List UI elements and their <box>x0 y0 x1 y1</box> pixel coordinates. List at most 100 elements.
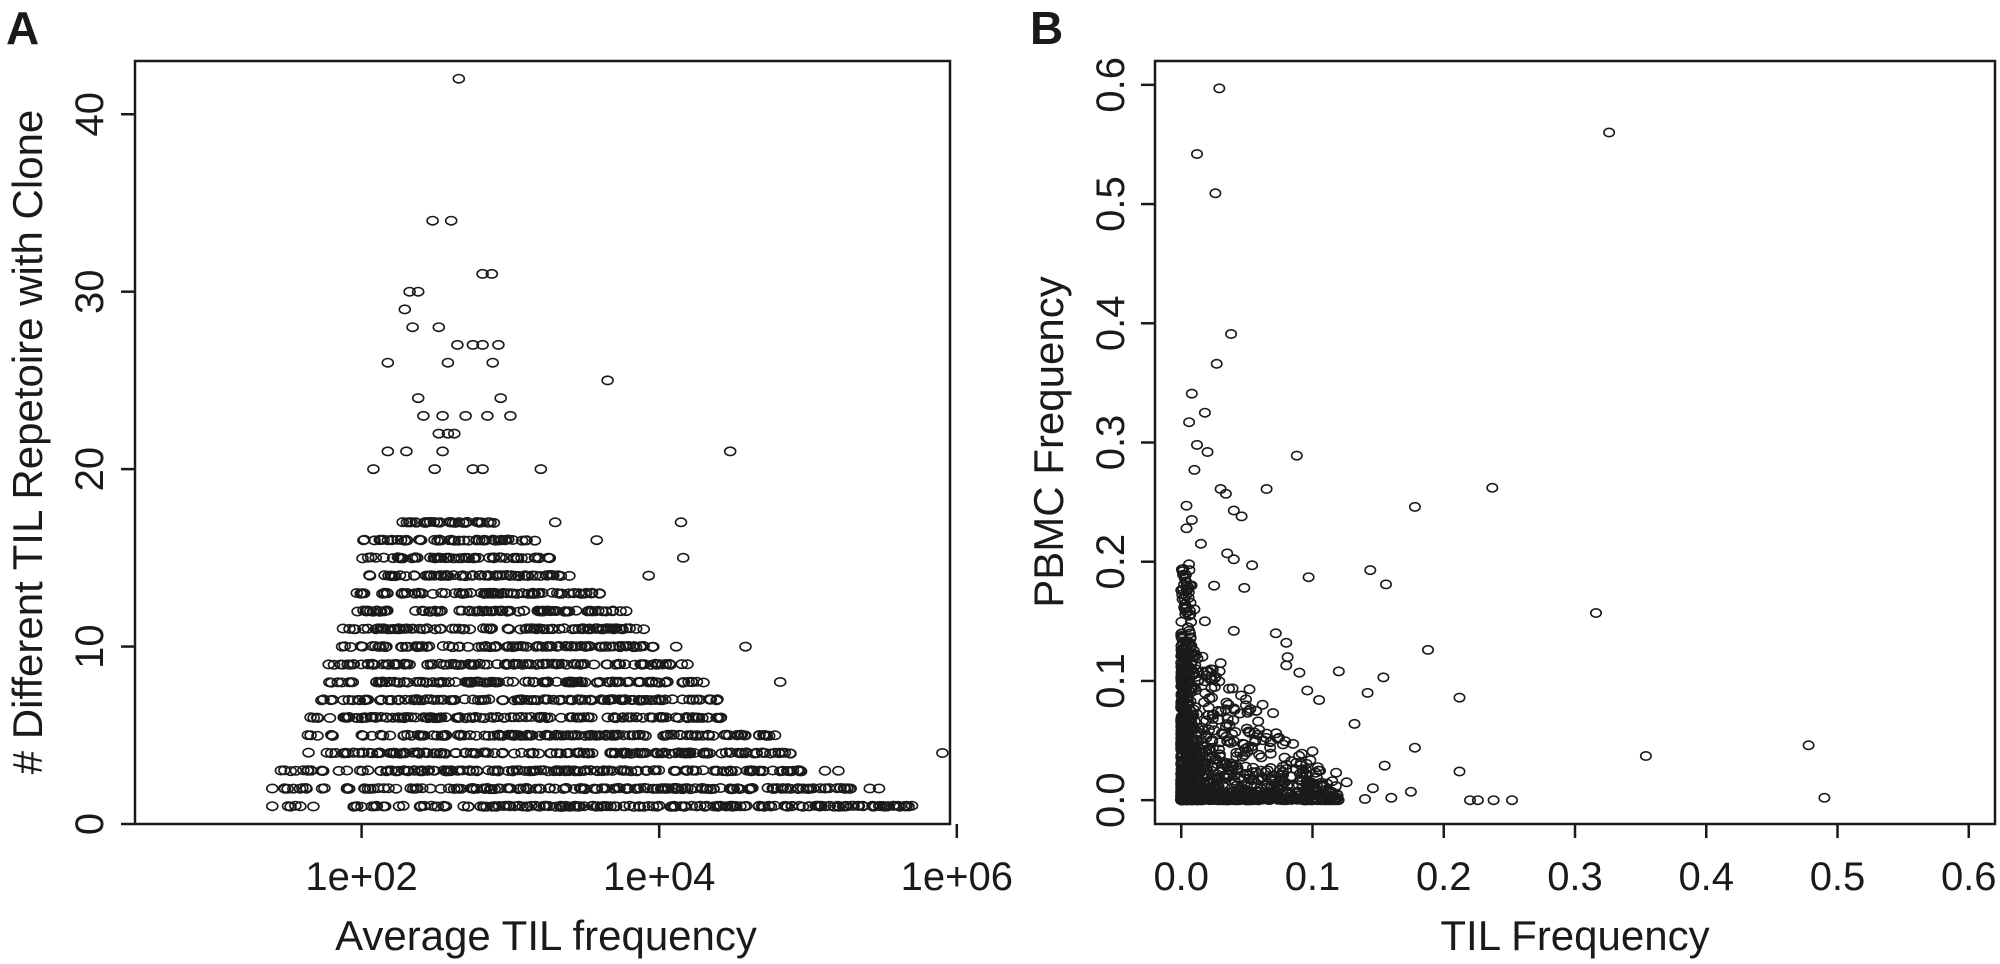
data-point <box>1266 773 1279 784</box>
data-point <box>381 357 395 368</box>
data-point <box>1191 439 1204 450</box>
data-point <box>1227 505 1240 516</box>
data-point <box>378 588 391 599</box>
data-point <box>442 677 456 688</box>
data-point <box>1280 637 1293 648</box>
data-point <box>497 712 511 723</box>
data-point <box>1330 767 1343 778</box>
data-point <box>409 783 423 794</box>
data-point <box>566 712 579 723</box>
data-point <box>420 748 434 759</box>
data-point <box>473 570 487 581</box>
data-point <box>1310 772 1323 783</box>
data-point <box>493 552 506 563</box>
data-point <box>1299 769 1312 780</box>
data-point <box>528 694 542 705</box>
data-point <box>832 765 845 776</box>
data-point <box>481 410 494 421</box>
data-point <box>447 428 461 439</box>
data-point <box>578 694 592 705</box>
data-point <box>1188 604 1201 615</box>
data-point <box>791 783 805 794</box>
data-point <box>533 623 546 634</box>
panel-a-plot-frame <box>133 59 952 826</box>
data-point <box>1179 636 1192 647</box>
data-point <box>444 215 458 226</box>
data-point <box>1217 765 1230 776</box>
data-point <box>530 765 543 776</box>
data-point <box>1198 407 1211 418</box>
data-point <box>561 641 574 652</box>
data-point <box>446 535 460 546</box>
data-point <box>399 623 412 634</box>
data-point <box>1182 736 1195 747</box>
data-point <box>506 676 520 687</box>
x-tick-label: 0.6 <box>1941 855 1997 899</box>
data-point <box>647 783 661 794</box>
data-point <box>656 659 669 670</box>
data-point <box>671 783 685 794</box>
data-point <box>616 712 630 723</box>
data-point <box>413 623 426 634</box>
data-point <box>1177 721 1190 732</box>
y-tick-label: 0.5 <box>1089 176 1133 232</box>
data-point <box>572 712 585 723</box>
data-point <box>537 800 551 811</box>
data-point <box>674 517 688 528</box>
data-point <box>476 339 489 350</box>
data-point <box>528 623 541 634</box>
data-point <box>595 641 609 652</box>
data-point <box>1191 737 1204 748</box>
data-point <box>301 765 315 776</box>
data-point <box>1260 483 1273 494</box>
data-point <box>1281 652 1294 663</box>
panel-b-scatter-chart: 0.0 0.1 0.2 0.3 0.4 0.5 0.6 0.0 0.1 0.2 0.3 0.4 0.5… <box>1025 57 1997 959</box>
data-point <box>506 766 519 777</box>
data-point <box>642 677 655 688</box>
y-tick-label: 0 <box>68 813 112 835</box>
data-point <box>397 676 411 687</box>
data-point <box>436 410 449 421</box>
data-point <box>767 783 780 794</box>
data-point <box>452 73 466 84</box>
data-point <box>499 800 513 811</box>
data-point <box>856 801 870 812</box>
data-point <box>1224 737 1237 748</box>
data-point <box>1275 792 1288 803</box>
data-point <box>546 605 559 616</box>
data-point <box>662 748 676 759</box>
data-point <box>403 286 416 297</box>
data-point <box>1180 523 1193 534</box>
data-point <box>451 729 465 740</box>
data-point <box>373 747 387 758</box>
data-point <box>1359 793 1372 804</box>
data-point <box>265 801 279 812</box>
data-point <box>464 677 478 688</box>
data-point <box>642 570 656 581</box>
data-point <box>373 534 387 545</box>
data-point <box>1818 792 1831 803</box>
data-point <box>399 748 412 759</box>
data-point <box>1182 648 1195 659</box>
data-point <box>676 552 690 563</box>
data-point <box>1340 777 1353 788</box>
data-point <box>647 765 661 776</box>
data-point <box>416 676 430 687</box>
data-point <box>304 712 317 723</box>
data-point <box>1219 758 1232 769</box>
data-point <box>710 765 724 776</box>
data-point <box>507 658 521 669</box>
data-point <box>548 730 562 741</box>
data-point <box>377 534 390 545</box>
data-point <box>519 658 533 669</box>
panel-a-y-axis: 0 10 20 30 40 <box>68 92 135 835</box>
data-point <box>553 588 566 599</box>
data-point <box>847 800 860 811</box>
data-point <box>433 623 447 634</box>
data-point <box>1264 748 1277 759</box>
data-point <box>494 730 507 741</box>
data-point <box>1301 685 1314 696</box>
data-point <box>353 765 367 776</box>
data-point <box>357 623 370 634</box>
data-point <box>361 659 375 670</box>
